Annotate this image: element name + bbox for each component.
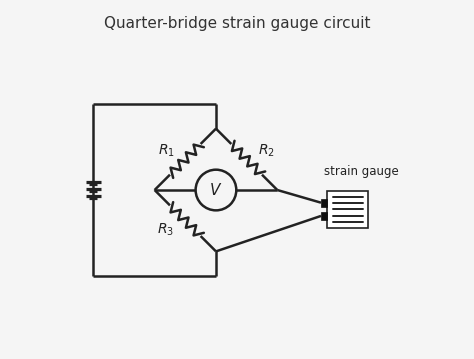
Bar — [327, 191, 368, 228]
Text: $R_2$: $R_2$ — [257, 143, 274, 159]
Bar — [321, 199, 327, 206]
Bar — [321, 212, 327, 220]
Text: Quarter-bridge strain gauge circuit: Quarter-bridge strain gauge circuit — [104, 17, 370, 32]
Text: $V$: $V$ — [210, 182, 223, 198]
Text: strain gauge: strain gauge — [324, 164, 399, 178]
Text: $R_3$: $R_3$ — [157, 221, 174, 238]
Circle shape — [196, 170, 237, 210]
Text: $R_1$: $R_1$ — [157, 143, 174, 159]
